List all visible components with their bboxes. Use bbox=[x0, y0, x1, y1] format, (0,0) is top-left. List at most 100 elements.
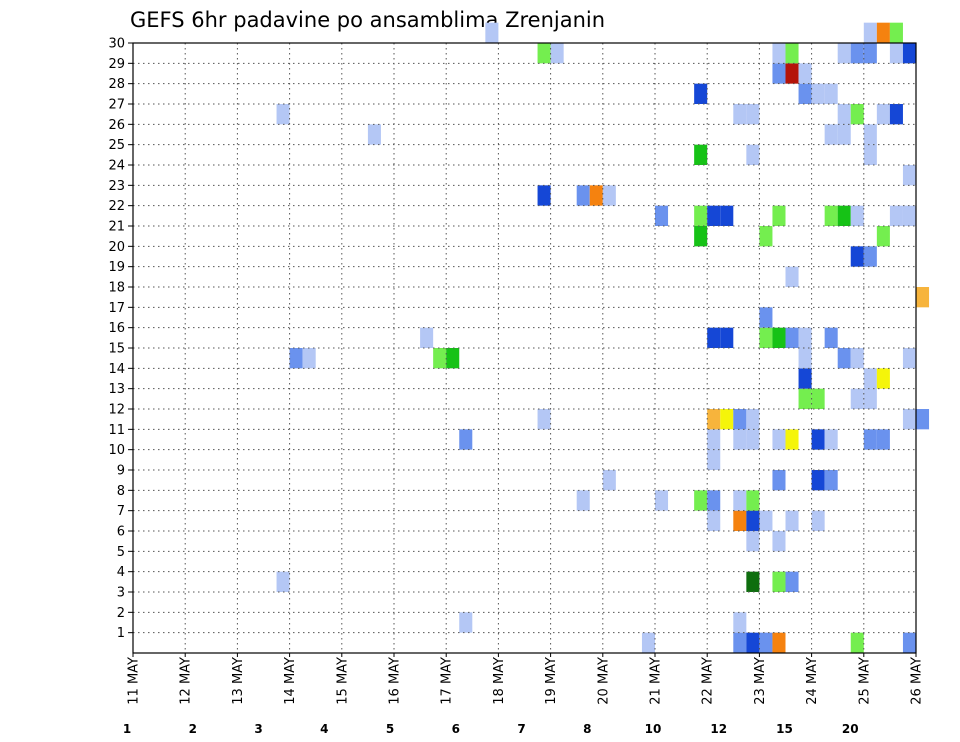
x-tick-label: 16 MAY bbox=[388, 657, 403, 705]
y-tick-label: 17 bbox=[108, 301, 125, 316]
x-tick-label: 25 MAY bbox=[857, 657, 872, 705]
x-tick-label: 19 MAY bbox=[544, 657, 559, 705]
heatmap-cell bbox=[276, 571, 290, 592]
heatmap-cell bbox=[837, 348, 851, 369]
heatmap-cell bbox=[863, 22, 877, 43]
heatmap-cell bbox=[720, 409, 734, 430]
heatmap-cell bbox=[863, 43, 877, 64]
heatmap-cell bbox=[459, 429, 473, 450]
legend-label: 7 bbox=[517, 722, 525, 736]
heatmap-cell bbox=[733, 429, 747, 450]
heatmap-cell bbox=[759, 327, 773, 348]
heatmap-cell bbox=[850, 246, 864, 267]
heatmap-cell bbox=[694, 490, 708, 511]
heatmap-cell bbox=[446, 348, 460, 369]
heatmap-cell bbox=[589, 185, 603, 206]
heatmap-cell bbox=[537, 185, 551, 206]
heatmap-cell bbox=[902, 205, 916, 226]
heatmap-cell bbox=[746, 409, 760, 430]
heatmap-cell bbox=[785, 510, 799, 531]
heatmap-cell bbox=[811, 388, 825, 409]
heatmap-cell bbox=[876, 368, 890, 389]
heatmap-cell bbox=[798, 348, 812, 369]
heatmap-cell bbox=[772, 531, 786, 552]
heatmap-cell bbox=[850, 205, 864, 226]
heatmap-cell bbox=[863, 124, 877, 145]
heatmap-cell bbox=[824, 429, 838, 450]
heatmap-cell bbox=[863, 388, 877, 409]
y-tick-label: 2 bbox=[117, 606, 125, 621]
heatmap-cell bbox=[902, 632, 916, 653]
legend-label: 8 bbox=[583, 722, 591, 736]
heatmap-cell bbox=[733, 612, 747, 633]
heatmap-cell bbox=[772, 470, 786, 491]
y-tick-label: 30 bbox=[108, 37, 125, 52]
heatmap-cell bbox=[811, 83, 825, 104]
heatmap-cell bbox=[863, 246, 877, 267]
y-tick-label: 5 bbox=[117, 545, 125, 560]
y-tick-label: 6 bbox=[117, 525, 125, 540]
heatmap-cell bbox=[655, 490, 669, 511]
heatmap-cell bbox=[772, 571, 786, 592]
legend-label: 20 bbox=[842, 722, 859, 736]
heatmap-cell bbox=[759, 510, 773, 531]
heatmap-cell bbox=[785, 571, 799, 592]
y-tick-label: 13 bbox=[108, 382, 125, 397]
y-tick-label: 7 bbox=[117, 504, 125, 519]
heatmap-cell bbox=[798, 63, 812, 84]
heatmap-cell bbox=[811, 429, 825, 450]
y-axis: 1234567891011121314151617181920212223242… bbox=[108, 37, 133, 641]
heatmap-cell bbox=[733, 409, 747, 430]
heatmap-cell bbox=[902, 409, 916, 430]
heatmap-cell bbox=[785, 429, 799, 450]
y-tick-label: 25 bbox=[108, 138, 125, 153]
heatmap-cell bbox=[655, 205, 669, 226]
x-tick-label: 13 MAY bbox=[231, 657, 246, 705]
heatmap-cell bbox=[902, 348, 916, 369]
y-tick-label: 18 bbox=[108, 281, 125, 296]
y-tick-label: 28 bbox=[108, 77, 125, 92]
x-tick-label: 22 MAY bbox=[701, 657, 716, 705]
heatmap-cell bbox=[707, 510, 721, 531]
heatmap-cell bbox=[785, 63, 799, 84]
heatmap-cell bbox=[850, 348, 864, 369]
heatmap-cell bbox=[733, 510, 747, 531]
heatmap-cell bbox=[902, 43, 916, 64]
heatmap-cell bbox=[798, 327, 812, 348]
heatmap-cells bbox=[276, 22, 930, 653]
heatmap-cell bbox=[707, 205, 721, 226]
x-tick-label: 18 MAY bbox=[492, 657, 507, 705]
heatmap-cell bbox=[720, 327, 734, 348]
heatmap-cell bbox=[759, 307, 773, 328]
y-tick-label: 22 bbox=[108, 199, 125, 214]
heatmap-cell bbox=[824, 83, 838, 104]
x-tick-label: 15 MAY bbox=[335, 657, 350, 705]
heatmap-cell bbox=[720, 205, 734, 226]
heatmap-cell bbox=[798, 368, 812, 389]
y-tick-label: 12 bbox=[108, 403, 125, 418]
heatmap-cell bbox=[746, 429, 760, 450]
y-tick-label: 11 bbox=[108, 423, 125, 438]
heatmap-cell bbox=[824, 327, 838, 348]
legend-label: 10 bbox=[645, 722, 662, 736]
x-tick-label: 23 MAY bbox=[753, 657, 768, 705]
heatmap-cell bbox=[367, 124, 381, 145]
legend-label: 5 bbox=[386, 722, 394, 736]
heatmap-cell bbox=[876, 104, 890, 125]
heatmap-cell bbox=[772, 429, 786, 450]
x-tick-label: 21 MAY bbox=[649, 657, 664, 705]
heatmap-cell bbox=[485, 22, 499, 43]
heatmap-cell bbox=[863, 144, 877, 165]
x-tick-label: 26 MAY bbox=[910, 657, 925, 705]
heatmap-cell bbox=[916, 409, 930, 430]
heatmap-cell bbox=[602, 470, 616, 491]
heatmap-cell bbox=[837, 205, 851, 226]
heatmap-cell bbox=[902, 165, 916, 186]
y-tick-label: 9 bbox=[117, 464, 125, 479]
heatmap-cell bbox=[733, 104, 747, 125]
chart-title: GEFS 6hr padavine po ansamblima Zrenjani… bbox=[130, 8, 605, 32]
x-tick-label: 17 MAY bbox=[440, 657, 455, 705]
heatmap-cell bbox=[707, 490, 721, 511]
heatmap-cell bbox=[733, 490, 747, 511]
